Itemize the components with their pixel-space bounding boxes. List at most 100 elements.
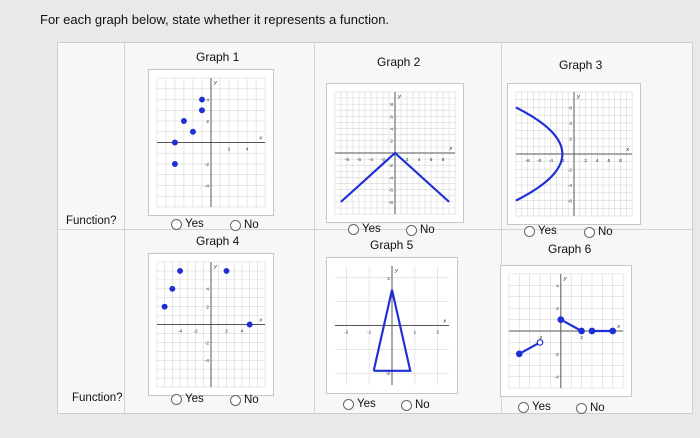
data-point (171, 139, 178, 146)
graph-4-no-option[interactable]: No (230, 394, 259, 406)
graph-1-yes-label: Yes (185, 218, 204, 230)
radio-icon[interactable] (406, 224, 417, 236)
data-point (246, 321, 253, 328)
y-tick-label: 2 (569, 136, 572, 142)
x-tick-label: 8 (619, 158, 622, 164)
y-tick-label: 4 (556, 283, 559, 289)
y-axis-label: y (397, 94, 402, 100)
open-endpoint (536, 339, 544, 346)
y-tick-label: -6 (389, 188, 394, 194)
x-tick-label: -1 (367, 329, 372, 335)
data-point (171, 161, 178, 167)
radio-icon[interactable] (518, 401, 529, 413)
y-tick-label: 2 (556, 306, 559, 312)
radio-icon[interactable] (348, 223, 359, 235)
y-tick-label: 2 (390, 139, 393, 145)
x-axis-label: x (442, 319, 447, 325)
graph-3-no-label: No (598, 226, 613, 238)
y-tick-label: -6 (568, 199, 573, 205)
graph-4-yes-label: Yes (185, 393, 204, 405)
graph-5-plot: x y -2 -1 1 2 2 -2 (334, 265, 450, 386)
graph-3: x y -8 -6 -4 -2 2 4 6 8 6 4 2 -2 -4 -6 (507, 83, 641, 225)
radio-icon[interactable] (171, 393, 182, 405)
graph-curve (515, 106, 564, 202)
y-tick-label: -2 (205, 340, 210, 346)
x-tick-label: 2 (436, 329, 439, 335)
graph-2-no-label: No (420, 224, 435, 236)
y-tick-label: -4 (205, 183, 210, 189)
graph-2-yes-option[interactable]: Yes (348, 223, 381, 235)
graph-1-no-label: No (244, 219, 259, 231)
closed-endpoint (578, 327, 585, 335)
graph-6-no-option[interactable]: No (576, 402, 605, 414)
graph-3-yes-option[interactable]: Yes (524, 225, 557, 237)
x-tick-label: -2 (560, 158, 565, 164)
graph-3-no-option[interactable]: No (584, 226, 613, 238)
data-point (199, 107, 205, 114)
y-tick-label: -4 (205, 358, 210, 364)
y-tick-label: -2 (389, 163, 394, 169)
row-label-1: Function? (66, 215, 117, 227)
radio-icon[interactable] (401, 399, 412, 411)
x-tick-label: -2 (538, 335, 543, 341)
data-point (161, 303, 168, 310)
radio-icon[interactable] (230, 394, 241, 406)
graph-6: x y -2 2 4 2 -2 -4 (500, 265, 632, 397)
y-tick-label: 8 (390, 102, 393, 108)
data-point (199, 96, 205, 103)
radio-icon[interactable] (230, 219, 241, 231)
graph-5-yes-option[interactable]: Yes (343, 398, 376, 410)
graph-1-no-option[interactable]: No (230, 219, 259, 231)
y-axis-label: y (213, 264, 218, 270)
graph-4-no-label: No (244, 394, 259, 406)
x-tick-label: -8 (345, 157, 350, 163)
graph-4: x y -4 -2 2 4 4 2 -2 -4 (148, 253, 274, 396)
radio-icon[interactable] (171, 218, 182, 230)
y-tick-label: 6 (569, 105, 572, 111)
graph-6-plot: x y -2 2 4 2 -2 -4 (508, 273, 624, 389)
graph-6-yes-label: Yes (532, 401, 551, 413)
data-point (177, 267, 184, 274)
x-tick-label: -4 (178, 328, 183, 334)
x-tick-label: 2 (580, 335, 583, 341)
y-tick-label: 4 (569, 121, 572, 127)
graph-2: x y -8 -6 -4 -2 2 4 6 8 8 6 4 2 -2 -4 -6 -8 (326, 83, 464, 223)
y-tick-label: -2 (386, 371, 391, 377)
x-axis-label: x (258, 318, 263, 324)
radio-icon[interactable] (524, 225, 535, 237)
graph-2-plot: x y -8 -6 -4 -2 2 4 6 8 8 6 4 2 -2 -4 -6 -8 (334, 91, 456, 215)
x-tick-label: 4 (418, 157, 421, 163)
radio-icon[interactable] (343, 398, 354, 410)
y-axis-label: y (563, 276, 568, 282)
x-tick-label: -6 (357, 157, 362, 163)
x-axis-label: x (625, 147, 630, 153)
closed-endpoint (588, 327, 596, 335)
y-tick-label: 2 (206, 119, 209, 125)
graph-1-yes-option[interactable]: Yes (171, 218, 204, 230)
x-tick-label: 6 (608, 158, 611, 164)
graph-3-plot: x y -8 -6 -4 -2 2 4 6 8 6 4 2 -2 -4 -6 (515, 91, 633, 217)
graph-2-title: Graph 2 (377, 55, 421, 69)
radio-icon[interactable] (576, 402, 587, 414)
x-tick-label: 6 (430, 157, 433, 163)
y-tick-label: 4 (206, 97, 209, 103)
data-point (190, 128, 196, 135)
graph-2-no-option[interactable]: No (406, 224, 435, 236)
x-tick-label: -8 (525, 158, 530, 164)
data-point (223, 267, 230, 274)
radio-icon[interactable] (584, 226, 595, 238)
data-point (180, 118, 187, 124)
graph-3-title: Graph 3 (559, 58, 603, 72)
closed-endpoint (515, 350, 523, 358)
x-tick-label: -4 (549, 158, 554, 164)
graph-6-title: Graph 6 (548, 242, 592, 256)
graph-4-yes-option[interactable]: Yes (171, 393, 204, 405)
x-tick-label: 2 (228, 146, 231, 152)
graph-4-title: Graph 4 (196, 234, 240, 248)
x-axis-label: x (448, 146, 453, 152)
graph-6-yes-option[interactable]: Yes (518, 401, 551, 413)
graph-5-no-option[interactable]: No (401, 399, 430, 411)
graph-3-yes-label: Yes (538, 225, 557, 237)
graph-6-no-label: No (590, 402, 605, 414)
